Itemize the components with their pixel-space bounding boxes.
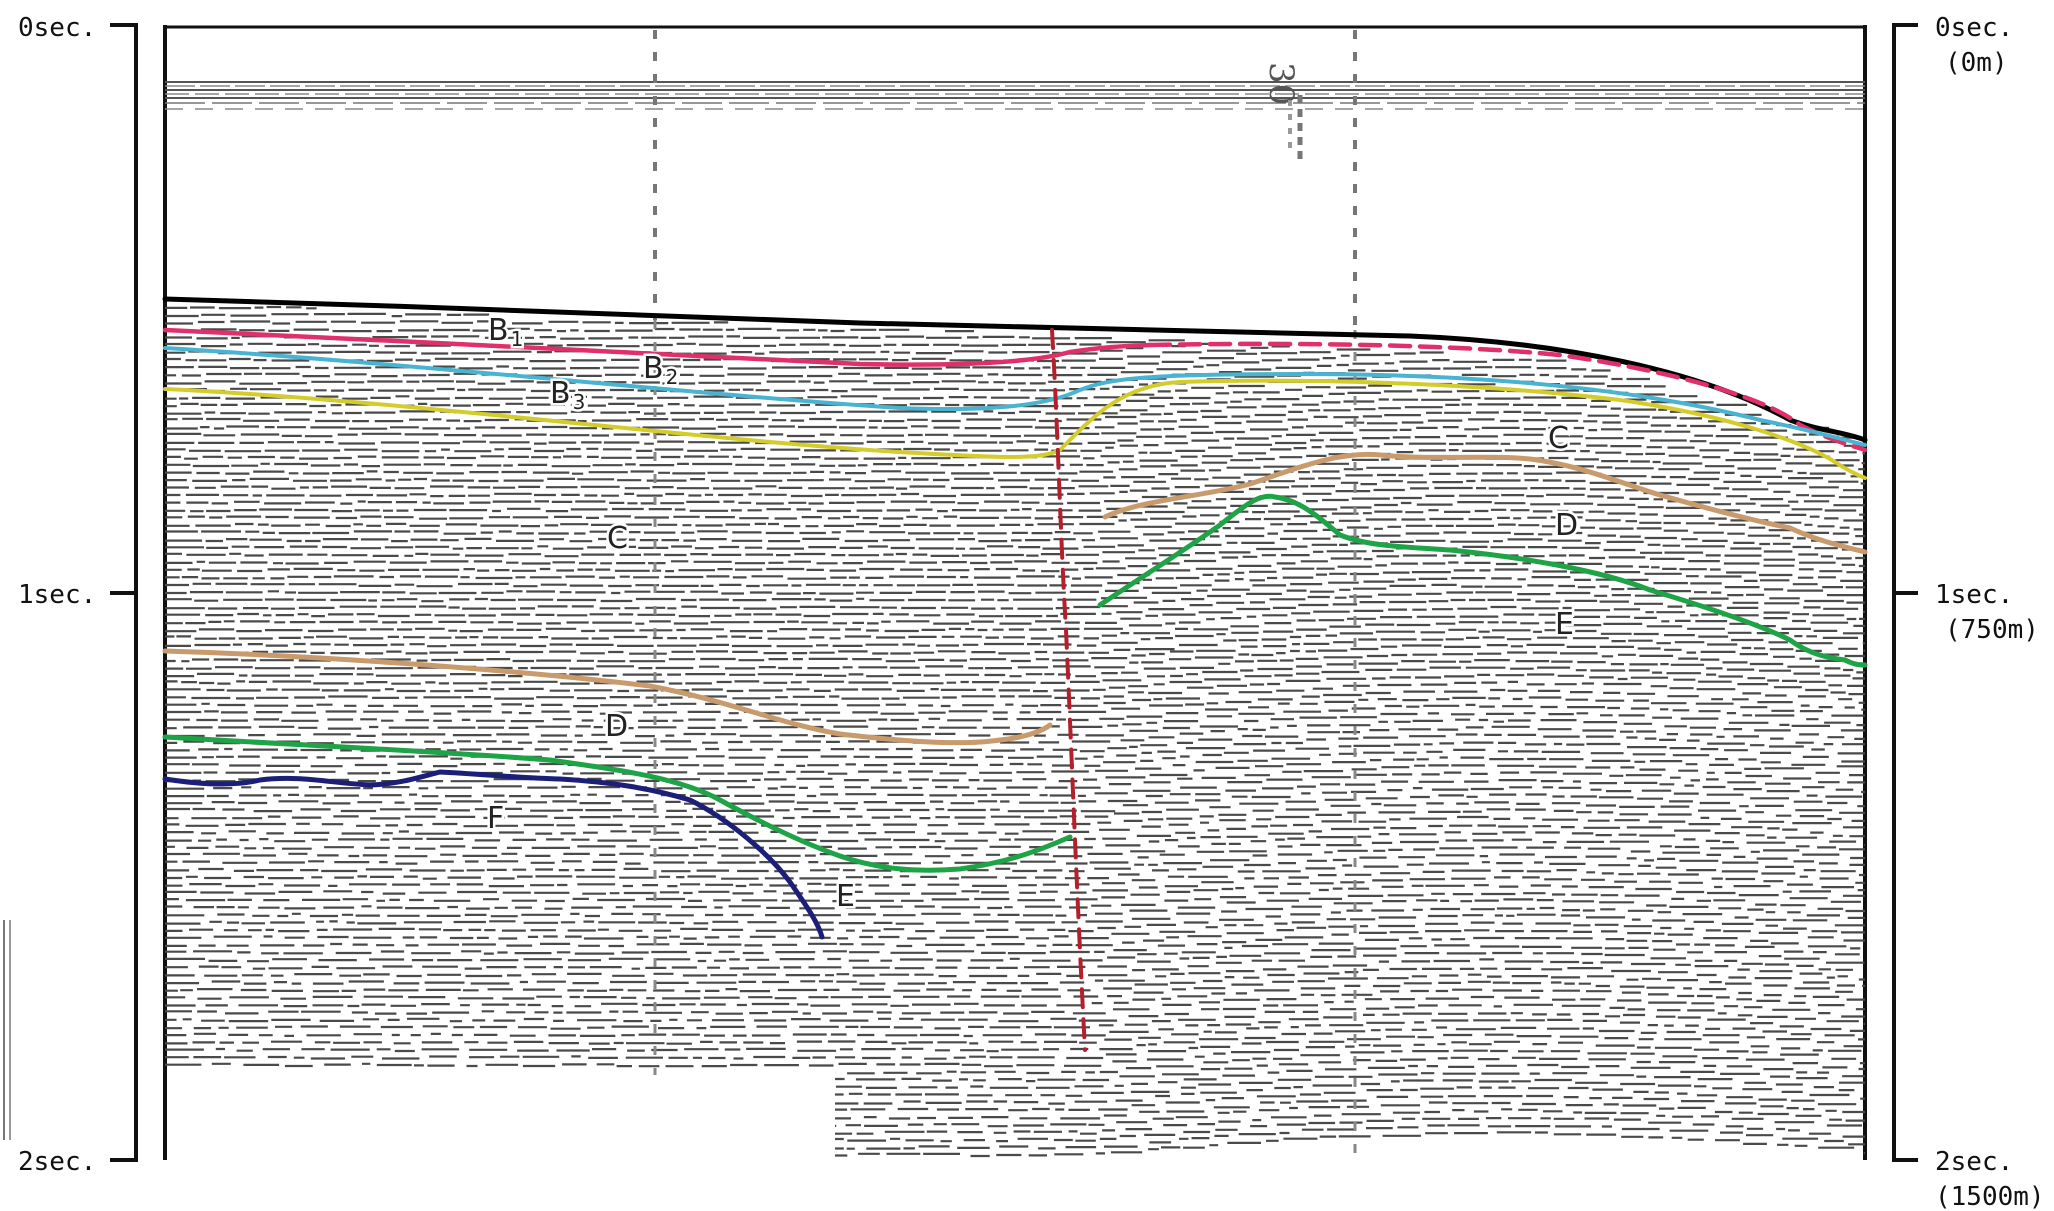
horizon-b3-line xyxy=(163,378,1867,480)
horizon-c-line xyxy=(1102,451,1868,555)
horizon-e-left-line xyxy=(162,734,1073,873)
label-e-left: E xyxy=(836,879,855,914)
horizon-b2-line xyxy=(163,346,1867,447)
right-tick-depth-1: (750m) xyxy=(1945,615,2039,645)
right-tick-label-1: 1sec. xyxy=(1935,580,2013,610)
label-d-left: D xyxy=(605,709,628,744)
fix-number-text: 30 xyxy=(1261,62,1301,105)
right-tick-label-0: 0sec. xyxy=(1935,13,2013,43)
left-tick-label-0: 0sec. xyxy=(18,13,96,43)
fault-line xyxy=(1050,328,1087,1052)
label-d-right: D xyxy=(1555,508,1578,543)
left-time-axis: 0sec. 1sec. 2sec. xyxy=(18,13,138,1177)
label-c-right: C xyxy=(1548,421,1569,456)
left-tick-label-1: 1sec. xyxy=(18,580,96,610)
right-tick-depth-2: (1500m) xyxy=(1935,1182,2045,1211)
left-edge-marks xyxy=(3,920,11,1140)
label-f: F xyxy=(487,801,504,836)
interpreted-horizons xyxy=(162,296,1868,1052)
label-c-left: C xyxy=(607,521,628,556)
fix-number-mark: 30 xyxy=(1261,62,1303,160)
water-surface-band xyxy=(165,81,1865,110)
horizon-f-line xyxy=(162,769,825,940)
left-tick-label-2: 2sec. xyxy=(18,1147,96,1177)
horizon-d-left-line xyxy=(162,648,1053,746)
right-tick-depth-0: (0m) xyxy=(1945,48,2008,78)
horizon-e-right-line xyxy=(1097,493,1868,668)
shot-point-markers xyxy=(653,30,1357,1160)
right-tick-label-2: 2sec. xyxy=(1935,1147,2013,1177)
right-time-depth-axis: 0sec. (0m) 1sec. (750m) 2sec. (1500m) xyxy=(1892,13,2045,1211)
horizon-b1-line xyxy=(162,327,1153,367)
label-e-right: E xyxy=(1555,607,1574,642)
